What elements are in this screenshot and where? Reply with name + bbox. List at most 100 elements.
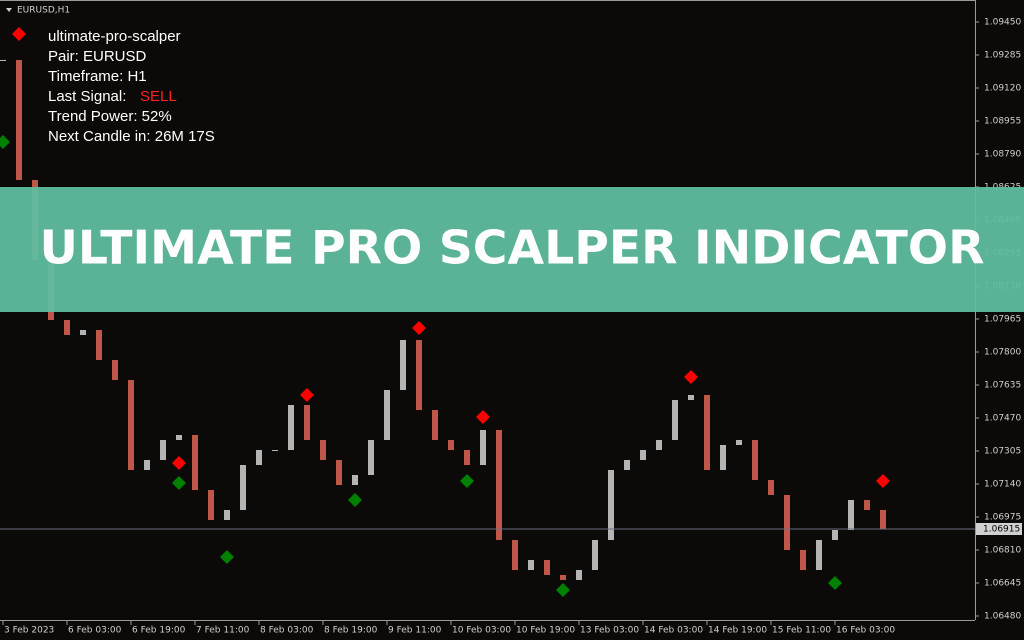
candle	[400, 340, 406, 390]
candle	[128, 380, 134, 470]
x-tick-label: 10 Feb 19:00	[516, 626, 575, 636]
x-tick-label: 14 Feb 19:00	[708, 626, 767, 636]
x-tick-label: 10 Feb 03:00	[452, 626, 511, 636]
buy-signal	[0, 135, 10, 149]
candle	[256, 450, 262, 465]
candle	[608, 470, 614, 540]
candle	[544, 560, 550, 575]
y-tick-label: 1.07470	[984, 414, 1021, 424]
buy-signal	[220, 550, 234, 564]
candle	[752, 440, 758, 480]
candle	[736, 440, 742, 445]
y-tick-label: 1.06810	[984, 546, 1021, 556]
x-tick-label: 7 Feb 11:00	[196, 626, 250, 636]
candle	[768, 480, 774, 495]
buy-signal	[556, 583, 570, 597]
panel-pair: Pair: EURUSD	[48, 48, 147, 65]
candle	[800, 550, 806, 570]
candle	[384, 390, 390, 440]
panel-signal-label: Last Signal:	[48, 88, 126, 105]
y-tick-label: 1.07965	[984, 315, 1021, 325]
candle	[480, 430, 486, 465]
sell-signal	[12, 27, 26, 41]
y-tick-label: 1.09285	[984, 51, 1021, 61]
candle	[720, 445, 726, 470]
candle	[448, 440, 454, 450]
candle	[288, 405, 294, 450]
banner	[0, 187, 1024, 312]
y-tick-label: 1.07635	[984, 381, 1021, 391]
candle	[848, 500, 854, 530]
panel-timeframe: Timeframe: H1	[48, 68, 147, 85]
candle	[576, 570, 582, 580]
x-tick-label: 8 Feb 19:00	[324, 626, 378, 636]
candle	[880, 510, 886, 529]
candle	[368, 440, 374, 475]
panel-name: ultimate-pro-scalper	[48, 28, 181, 45]
candle	[224, 510, 230, 520]
candle	[0, 60, 6, 61]
candle	[304, 405, 310, 440]
candle	[832, 530, 838, 540]
candle	[672, 400, 678, 440]
sell-signal	[684, 370, 698, 384]
y-tick-label: 1.06480	[984, 612, 1021, 622]
sell-signal	[412, 321, 426, 335]
x-tick-label: 8 Feb 03:00	[260, 626, 314, 636]
sell-signal	[876, 474, 890, 488]
sell-signal	[172, 456, 186, 470]
candle	[496, 430, 502, 540]
x-tick-label: 3 Feb 2023	[4, 626, 54, 636]
y-tick-label: 1.07140	[984, 480, 1021, 490]
buy-signal	[348, 493, 362, 507]
candle	[352, 475, 358, 485]
candle	[208, 490, 214, 520]
candle	[704, 395, 710, 470]
symbol-label: EURUSD,H1	[17, 6, 70, 16]
buy-signal	[460, 474, 474, 488]
y-tick-label: 1.09450	[984, 18, 1021, 28]
candle	[816, 540, 822, 570]
y-tick-label: 1.08955	[984, 117, 1021, 127]
current-price-box	[976, 523, 1022, 535]
candle	[112, 360, 118, 380]
x-tick-label: 6 Feb 03:00	[68, 626, 122, 636]
current-price-label: 1.06915	[983, 525, 1020, 535]
buy-signal	[828, 576, 842, 590]
candle	[240, 465, 246, 510]
candle	[464, 450, 470, 465]
sell-signal	[476, 410, 490, 424]
candle	[432, 410, 438, 440]
candle	[160, 440, 166, 460]
candle	[512, 540, 518, 570]
x-tick-label: 9 Feb 11:00	[388, 626, 442, 636]
buy-signal	[172, 476, 186, 490]
candle	[272, 450, 278, 451]
y-tick-label: 1.07800	[984, 348, 1021, 358]
menu-arrow[interactable]	[6, 8, 12, 12]
panel-next: Next Candle in: 26M 17S	[48, 128, 215, 145]
candle	[656, 440, 662, 450]
y-tick-label: 1.06645	[984, 579, 1021, 589]
panel-trend: Trend Power: 52%	[48, 108, 172, 125]
candle	[640, 450, 646, 460]
candle	[784, 495, 790, 550]
candle	[192, 435, 198, 490]
candle	[624, 460, 630, 470]
candle	[864, 500, 870, 510]
banner-title: ULTIMATE PRO SCALPER INDICATOR	[40, 221, 985, 275]
candle	[416, 340, 422, 410]
candle	[80, 330, 86, 335]
x-tick-label: 15 Feb 11:00	[772, 626, 831, 636]
sell-signal	[300, 388, 314, 402]
candle	[688, 395, 694, 400]
x-tick-label: 16 Feb 03:00	[836, 626, 895, 636]
x-tick-label: 13 Feb 03:00	[580, 626, 639, 636]
candle	[320, 440, 326, 460]
candle	[528, 560, 534, 570]
candle	[560, 575, 566, 580]
y-tick-label: 1.08790	[984, 150, 1021, 160]
